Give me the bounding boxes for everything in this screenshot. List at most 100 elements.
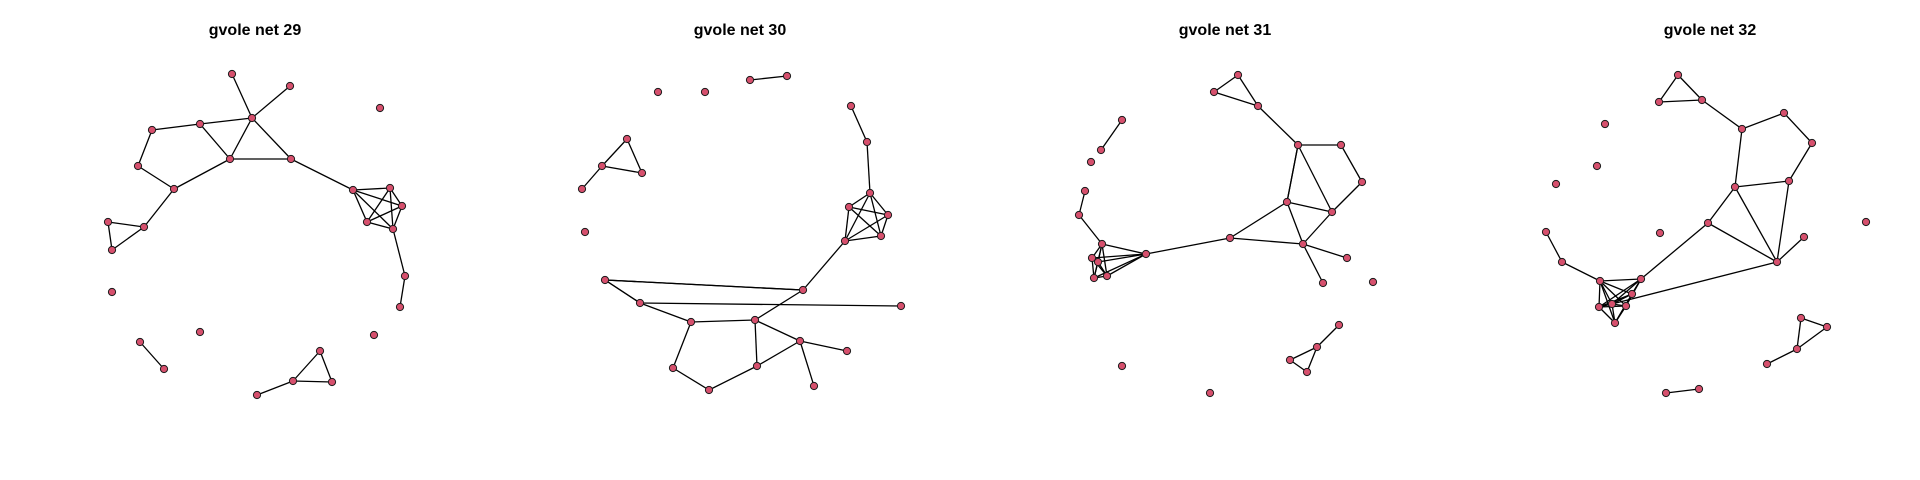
network-node [1117,115,1127,125]
network-edge [1598,280,1601,308]
network-node [883,210,893,220]
nodes [1074,70,1378,398]
network-node [103,217,113,227]
network-edge [137,165,175,190]
panel-gvole-net-31: gvole net 31 [1074,22,1378,398]
network-node [227,69,237,79]
network-node [1792,344,1802,354]
network-node [1822,322,1832,332]
network-node [846,101,856,111]
network-edge [1665,388,1700,394]
network-node [400,271,410,281]
network-edge [366,187,391,223]
network-edge [389,187,394,230]
nodes [1541,70,1871,398]
network-node [1796,313,1806,323]
network-edge [1302,243,1324,284]
network-node [1312,342,1322,352]
network-node [752,361,762,371]
network-node [1097,239,1107,249]
network-edge [111,226,145,251]
network-edge [1286,201,1333,213]
network-edge [290,158,354,191]
network-edge [143,188,175,228]
network-edge [1302,211,1333,245]
network-node [840,236,850,246]
network-node [1595,276,1605,286]
network-edge [151,123,201,131]
network-edge [1213,74,1239,93]
network-node [147,125,157,135]
network-edge [251,117,292,160]
network-node [1205,388,1215,398]
network-edge [690,319,756,323]
panel-title: gvole net 32 [1664,22,1757,39]
network-edge [1599,278,1642,282]
network-edge [231,73,253,119]
network-node [1285,355,1295,365]
network-node [1074,210,1084,220]
network-node [388,224,398,234]
network-node [1233,70,1243,80]
network-node [745,75,755,85]
network-node [1093,257,1103,267]
network-node [1334,320,1344,330]
network-node [1627,289,1637,299]
network-node [1087,253,1097,263]
network-node [1799,232,1809,242]
edges [1545,74,1828,394]
network-edge [866,141,871,194]
network-node [1861,217,1871,227]
network-edge [1545,231,1563,263]
network-node [1592,161,1602,171]
network-node [862,137,872,147]
network-edge [1101,243,1108,277]
network-edge [1734,128,1743,188]
network-edge [352,187,391,191]
network-node [1610,318,1620,328]
network-edge [626,138,643,174]
network-node [1117,361,1127,371]
network-edge [256,380,294,396]
network-edge [1658,99,1703,103]
network-edge [1611,261,1778,305]
network-edge [601,138,628,167]
network-edge [251,85,291,119]
network-node [288,376,298,386]
network-edge [802,240,846,291]
network-node [107,245,117,255]
network-edge [199,117,253,125]
network-edge [844,235,882,242]
network-node [798,285,808,295]
nodes [103,69,410,400]
network-edge [848,206,889,216]
network-node [1541,227,1551,237]
network-node [668,363,678,373]
network-node [1697,95,1707,105]
network-edge [604,279,641,304]
network-edge [1640,222,1709,280]
network-node [385,183,395,193]
network-edge [137,129,153,167]
network-node [1318,278,1328,288]
network-edge [1599,280,1627,307]
network-node [315,346,325,356]
network-node [1209,87,1219,97]
panel-gvole-net-30: gvole net 30 [577,22,906,395]
network-edge [107,221,145,228]
network-node [1762,359,1772,369]
network-edge [1093,253,1147,279]
network-node [1368,277,1378,287]
network-node [795,336,805,346]
network-edge [1776,236,1805,263]
network-edge [1097,253,1147,263]
network-node [107,287,117,297]
panel-gvole-net-29: gvole net 29 [103,22,410,400]
network-node [159,364,169,374]
network-node [653,87,663,97]
network-node [782,71,792,81]
network-edge [581,165,603,190]
network-edge [1229,201,1288,239]
network-edge [754,319,758,367]
